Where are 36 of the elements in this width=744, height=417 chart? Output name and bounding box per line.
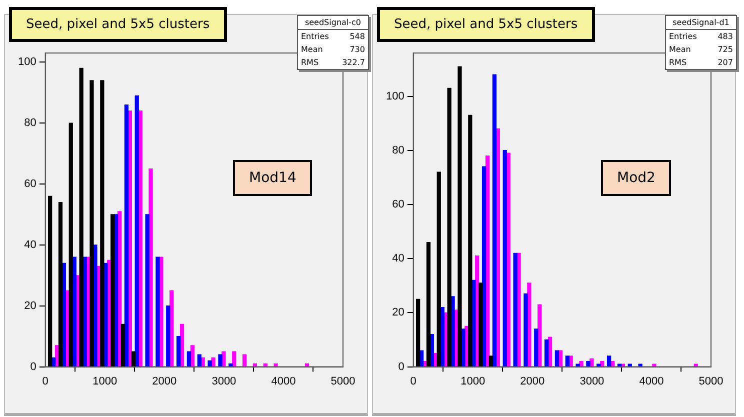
annotation: Mod2 <box>601 160 672 196</box>
x-tick-label: 4000 <box>271 375 296 388</box>
x-tick-label: 2000 <box>152 375 177 388</box>
text: seedSignal-c0 <box>298 16 368 30</box>
y-tick-label: 80 <box>392 144 404 156</box>
chart-title: Seed, pixel and 5x5 clusters <box>377 7 595 42</box>
y-tick-label: 100 <box>386 90 404 102</box>
x-tick-label: 0 <box>410 375 416 388</box>
y-tick-label: 60 <box>24 178 36 190</box>
chart-title: Seed, pixel and 5x5 clusters <box>9 7 227 42</box>
text: Mean 730 <box>301 45 365 54</box>
x-tick-label: 1000 <box>460 375 486 388</box>
x-tick-label: 3000 <box>212 375 236 388</box>
annotation: Mod14 <box>233 160 312 196</box>
text: seedSignal-d1 <box>666 16 736 30</box>
x-tick-label: 5000 <box>698 375 724 388</box>
y-tick-label: 60 <box>392 198 404 211</box>
x-tick-label: 0 <box>42 375 48 388</box>
text: Mean 725 <box>669 45 733 54</box>
x-tick-label: 1000 <box>92 375 118 388</box>
x-tick-label: 3000 <box>580 375 604 388</box>
y-tick-label: 80 <box>24 117 36 130</box>
text: Entries 483 <box>669 32 733 41</box>
text: RMS 322.7 <box>301 58 365 67</box>
y-tick-label: 40 <box>24 238 36 251</box>
x-tick-label: 4000 <box>639 375 664 388</box>
y-tick-label: 0 <box>30 360 36 373</box>
y-tick-label: 0 <box>398 360 404 373</box>
x-tick-label: 5000 <box>330 375 356 388</box>
text: RMS 207 <box>669 58 733 67</box>
y-tick-label: 20 <box>392 306 404 319</box>
y-tick-label: 40 <box>392 252 404 265</box>
y-tick-label: 100 <box>18 56 36 68</box>
text: Entries 548 <box>301 32 365 41</box>
y-tick-label: 20 <box>24 300 36 312</box>
x-tick-label: 2000 <box>520 375 545 388</box>
